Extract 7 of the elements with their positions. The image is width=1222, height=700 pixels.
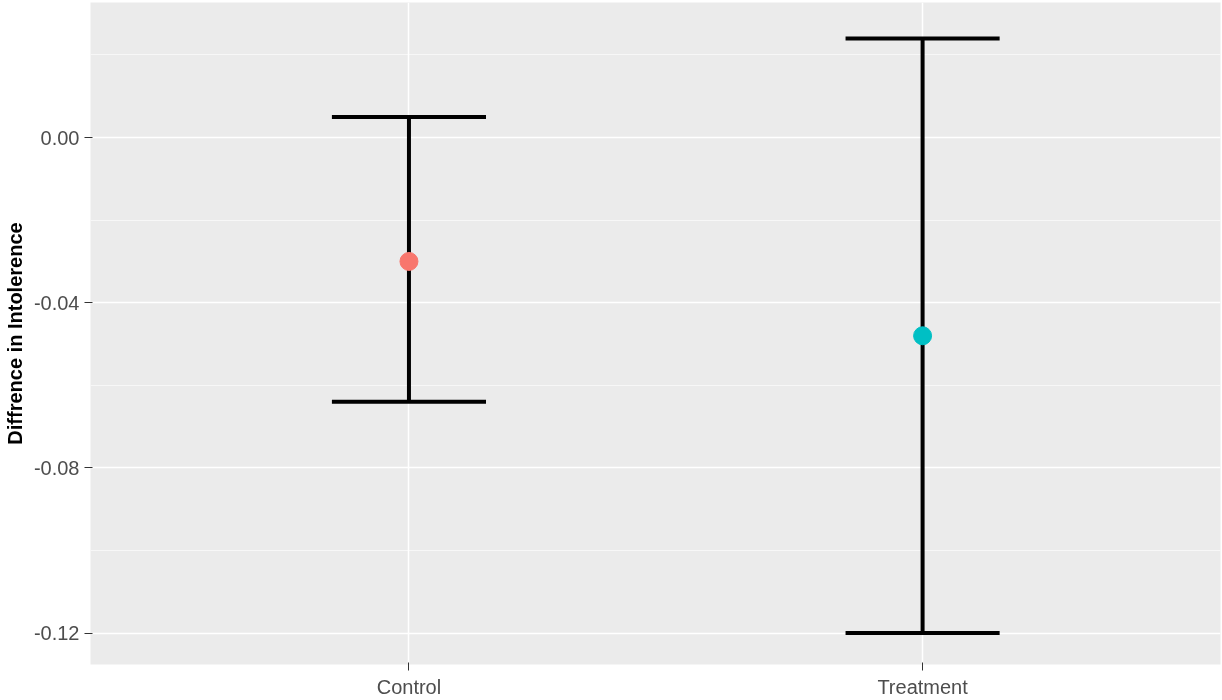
y-tick-label: -0.04 — [33, 291, 80, 314]
x-tick-label: Treatment — [877, 675, 969, 698]
x-tick-label: Control — [376, 675, 442, 698]
y-tick-label: 0.00 — [40, 126, 80, 149]
y-axis-title: Diffrence in Intolerence — [3, 222, 26, 445]
y-tick-label: -0.08 — [33, 456, 80, 479]
y-tick-label: -0.12 — [33, 622, 80, 645]
